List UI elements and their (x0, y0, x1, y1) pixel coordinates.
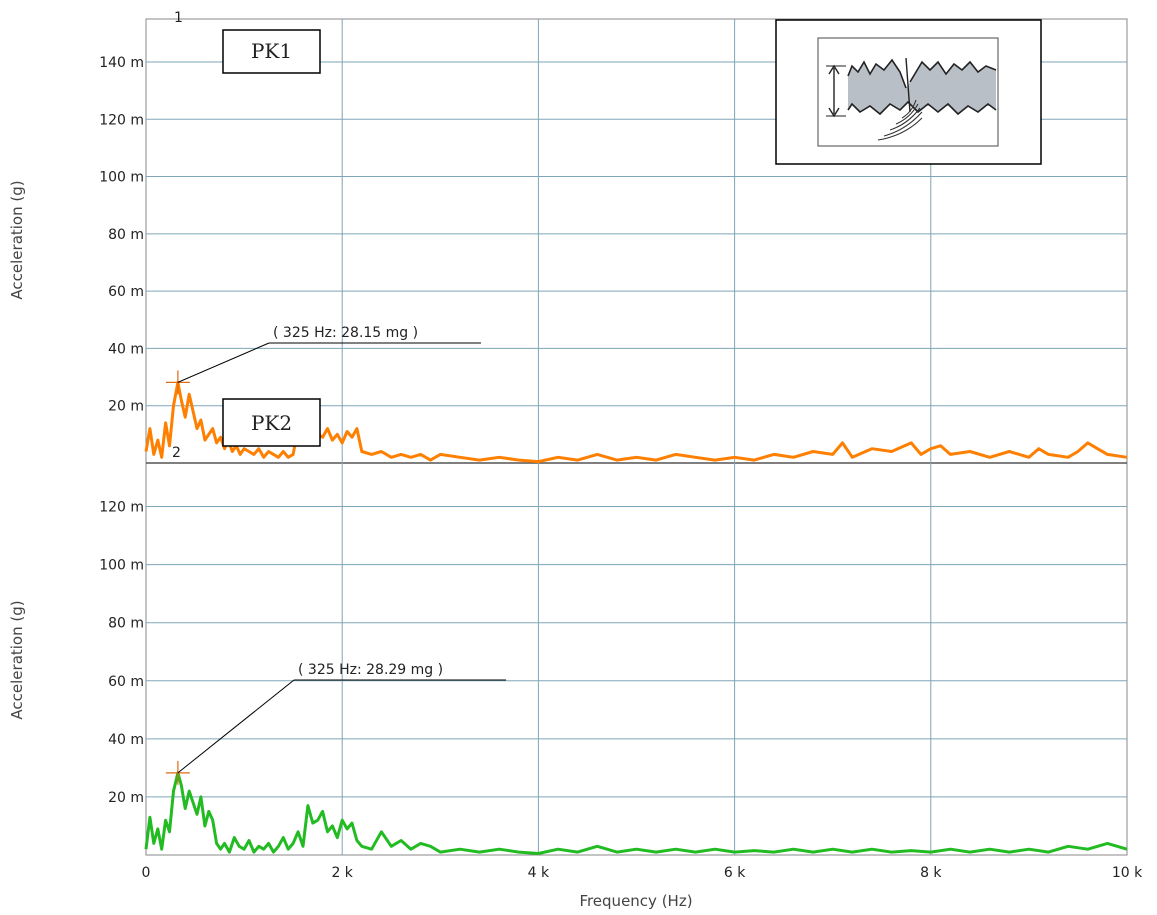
plot-1-ytick-label: 80 m (108, 227, 144, 243)
plot-1-ytick-label: 40 m (108, 341, 144, 357)
plot-1-ytick-label: 120 m (99, 112, 144, 128)
plot-1-ytick-label: 20 m (108, 399, 144, 415)
plot-1-number: 1 (174, 10, 183, 26)
peak-annotation-label: ( 325 Hz: 28.29 mg ) (298, 662, 443, 678)
plot-1-ytick-label: 140 m (99, 55, 144, 71)
annotation-leader (177, 679, 295, 774)
plot-1-ytick-label: 60 m (108, 284, 144, 300)
xtick-label: 6 k (724, 865, 746, 881)
pk2-label: PK2 (251, 411, 292, 435)
amplitude-waveform-icon (775, 19, 1042, 165)
plot-2-number: 2 (172, 445, 181, 461)
plot-1-series-line (144, 380, 1128, 464)
plot-2-series-line (144, 771, 1128, 855)
xtick-label: 4 k (528, 865, 550, 881)
plot-2-ytick-label: 40 m (108, 732, 144, 748)
pk2-box (222, 398, 321, 447)
x-axis-title: Frequency (Hz) (579, 892, 692, 910)
xtick-label: 0 (142, 865, 151, 881)
xtick-label: 8 k (920, 865, 942, 881)
plot-2-ylabel: Acceleration (g) (8, 600, 26, 719)
plot-2-ytick-label: 60 m (108, 674, 144, 690)
pk1-label: PK1 (251, 39, 292, 63)
plot-2-ytick-label: 100 m (99, 558, 144, 574)
xtick-label: 10 k (1112, 865, 1143, 881)
annotation-leader (177, 342, 270, 383)
xtick-label: 2 k (331, 865, 353, 881)
plot-2-ytick-label: 80 m (108, 616, 144, 632)
plot-2-frame (145, 462, 1128, 856)
peak-annotation-label: ( 325 Hz: 28.15 mg ) (273, 325, 418, 341)
plot-2-ytick-label: 120 m (99, 500, 144, 516)
plot-1-ylabel: Acceleration (g) (8, 180, 26, 299)
plot-1-ytick-label: 100 m (99, 170, 144, 186)
plot-2-ytick-label: 20 m (108, 790, 144, 806)
pk1-box (222, 29, 321, 74)
